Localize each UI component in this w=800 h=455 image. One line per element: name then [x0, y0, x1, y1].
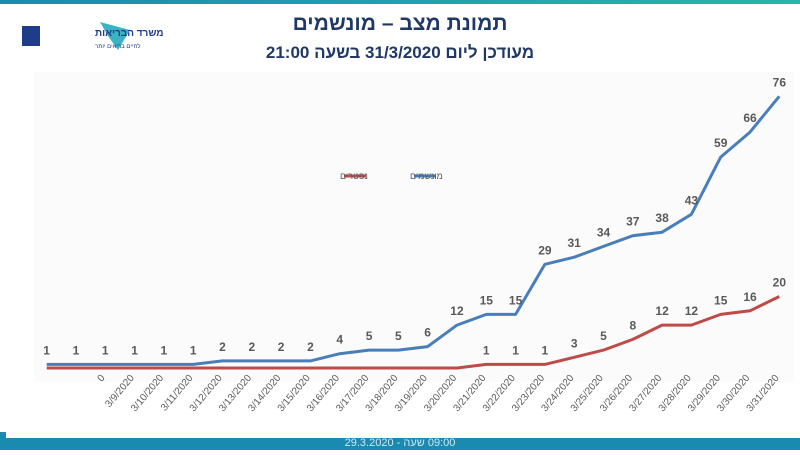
data-label: 2 — [307, 340, 314, 354]
corner — [0, 432, 6, 450]
legend-label: נפטרים — [340, 171, 368, 181]
logo-star — [100, 22, 130, 50]
data-label: 1 — [512, 343, 519, 357]
title: תמונת מצב – מונשמים — [293, 12, 508, 35]
data-label: 12 — [685, 304, 699, 318]
data-label: 12 — [655, 304, 669, 318]
data-label: 2 — [248, 340, 255, 354]
data-label: 1 — [131, 343, 138, 357]
data-label: 15 — [509, 293, 523, 307]
x-tick-label: 0 — [96, 373, 108, 385]
data-label: 38 — [655, 211, 669, 225]
bottom-bar — [0, 438, 800, 450]
data-label: 16 — [743, 290, 757, 304]
data-label: 59 — [714, 136, 728, 150]
legend-label: מונשמים — [410, 171, 443, 181]
data-label: 34 — [597, 225, 611, 239]
data-label: 12 — [450, 304, 464, 318]
logo-emblem — [22, 26, 40, 46]
top-bar — [0, 0, 800, 4]
data-label: 5 — [600, 329, 607, 343]
data-label: 5 — [366, 329, 373, 343]
data-label: 76 — [773, 75, 787, 89]
data-label: 15 — [480, 293, 494, 307]
data-label: 20 — [773, 276, 787, 290]
subtitle: מעודכן ליום 31/3/2020 בשעה 21:00 — [266, 43, 534, 62]
data-label: 3 — [571, 336, 578, 350]
footer-text: 09:00 שעה - 29.3.2020 — [345, 437, 456, 449]
data-label: 1 — [102, 343, 109, 357]
data-label: 31 — [568, 236, 582, 250]
data-label: 37 — [626, 215, 640, 229]
data-label: 8 — [629, 318, 636, 332]
logo-name: משרד הבריאות — [95, 28, 164, 39]
data-label: 4 — [336, 333, 343, 347]
series-line — [46, 95, 781, 366]
data-label: 29 — [538, 243, 552, 257]
data-label: 1 — [542, 343, 549, 357]
data-label: 15 — [714, 293, 728, 307]
data-label: 2 — [219, 340, 226, 354]
logo: משרד הבריאות לחיים בריאים יותר — [22, 22, 164, 50]
data-label: 66 — [743, 111, 757, 125]
data-label: 1 — [483, 343, 490, 357]
data-label: 1 — [73, 343, 80, 357]
data-label: 5 — [395, 329, 402, 343]
data-label: 43 — [685, 193, 699, 207]
data-label: 1 — [161, 343, 168, 357]
data-label: 2 — [278, 340, 285, 354]
plot-area — [34, 72, 794, 382]
data-label: 6 — [424, 326, 431, 340]
logo-tagline: לחיים בריאים יותר — [95, 42, 141, 50]
data-label: 1 — [43, 343, 50, 357]
data-label: 1 — [190, 343, 197, 357]
series-line — [46, 295, 780, 370]
